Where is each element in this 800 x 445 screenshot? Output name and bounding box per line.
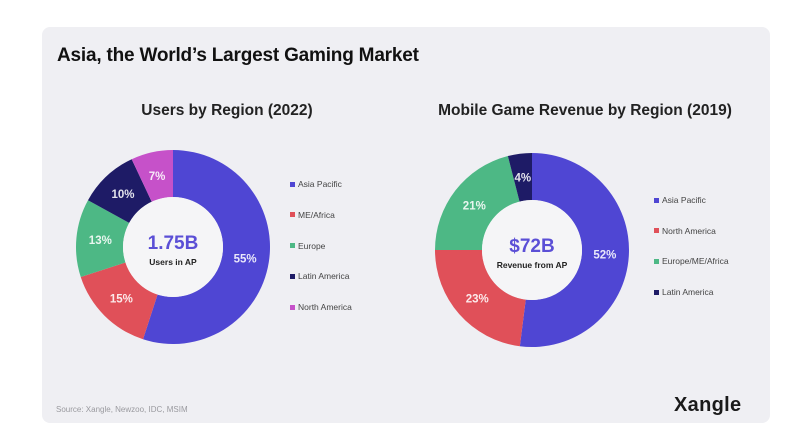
slice-label: 10% — [112, 189, 135, 201]
slice-asia-pacific — [143, 150, 271, 345]
legend-label: Europe — [298, 240, 326, 251]
xangle-logo: Xangle — [674, 394, 742, 416]
legend-swatch — [654, 289, 659, 295]
slice-europe-me-africa — [435, 156, 520, 250]
center-value: $72B — [509, 236, 554, 257]
legend-item: North America — [654, 226, 716, 236]
legend-label: Latin America — [298, 271, 350, 282]
legend-item: Latin America — [654, 287, 714, 297]
legend-swatch — [290, 181, 295, 187]
legend-item: Asia Pacific — [654, 195, 706, 205]
donut-hole — [482, 200, 582, 300]
legend-label: Asia Pacific — [662, 195, 706, 205]
legend-item: ME/Africa — [290, 210, 335, 220]
slice-me-africa — [80, 262, 158, 340]
slice-label: 4% — [515, 173, 532, 185]
legend-item: Asia Pacific — [290, 179, 342, 189]
legend-label: Europe/ME/Africa — [662, 256, 729, 267]
legend-item: Europe — [290, 241, 325, 251]
legend-swatch — [654, 228, 659, 234]
center-label: Revenue from AP — [497, 260, 568, 270]
slice-label: 15% — [110, 294, 133, 306]
page-title: Asia, the World’s Largest Gaming Market — [57, 45, 419, 66]
legend-label: North America — [298, 302, 352, 313]
slice-label: 13% — [89, 235, 112, 247]
slice-latin-america — [87, 159, 152, 223]
legend-label: North America — [662, 225, 716, 236]
slice-label: 7% — [149, 171, 166, 183]
legend-item: North America — [290, 302, 352, 312]
slice-north-america — [435, 250, 526, 347]
legend-swatch — [290, 212, 295, 218]
legend-swatch — [654, 258, 659, 264]
slice-label: 21% — [463, 200, 486, 212]
legend-label: Latin America — [662, 287, 714, 298]
legend-swatch — [290, 304, 295, 310]
legend-item: Europe/ME/Africa — [654, 256, 729, 266]
slice-north-america — [131, 150, 173, 202]
legend-swatch — [290, 273, 295, 279]
slice-label: 23% — [466, 293, 489, 305]
slice-asia-pacific — [519, 153, 629, 347]
legend-label: ME/Africa — [298, 209, 335, 220]
chart-title-users: Users by Region (2022) — [141, 102, 313, 119]
donut-hole — [123, 197, 223, 297]
slice-latin-america — [507, 153, 532, 202]
legend-label: Asia Pacific — [298, 179, 342, 189]
users-donut: 55% 15% 13% 10% 7% 1.75B Users in AP — [76, 150, 271, 345]
legend-item: Latin America — [290, 271, 350, 281]
slice-europe — [76, 200, 130, 277]
revenue-donut: 52% 23% 21% 4% $72B Revenue from AP — [435, 153, 629, 347]
legend-swatch — [654, 197, 659, 203]
legend-swatch — [290, 243, 295, 249]
slice-label: 55% — [234, 253, 257, 265]
chart-title-revenue: Mobile Game Revenue by Region (2019) — [438, 102, 732, 119]
center-value: 1.75B — [148, 233, 199, 254]
center-label: Users in AP — [149, 257, 197, 267]
slice-label: 52% — [593, 250, 616, 262]
source-note: Source: Xangle, Newzoo, IDC, MSIM — [56, 405, 188, 414]
